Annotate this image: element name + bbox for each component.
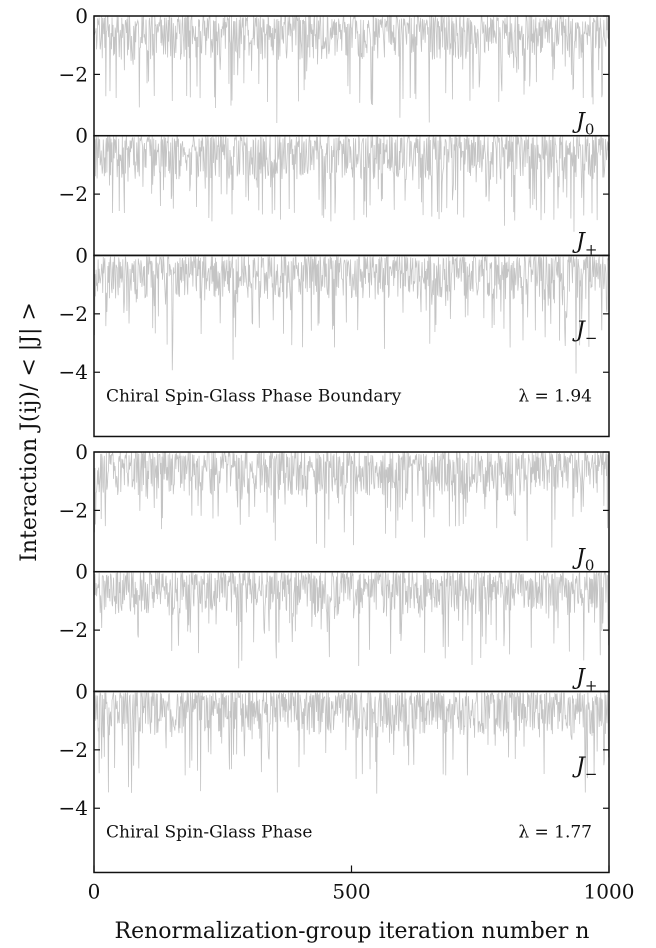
y-tick-label: 0 (75, 4, 88, 28)
y-tick-label: 0 (75, 679, 88, 703)
panel-1-2: 0−2−4J−Chiral Spin-Glass Phase λ = 1.77 (59, 679, 610, 874)
y-tick-label: −2 (59, 302, 88, 326)
series-label-J+: J+ (572, 229, 597, 258)
panel-frame (93, 254, 610, 438)
panel-0-1: 0 −2 J+ (59, 124, 610, 258)
panel-1-0: 0 −2 J0 (59, 440, 610, 575)
x-tick-label: 0 (88, 879, 101, 903)
lambda-label: λ = 1.77 (518, 822, 592, 842)
y-tick-label: 0 (75, 124, 88, 148)
series-line-J0 (93, 450, 610, 548)
x-axis-title: Renormalization-group iteration number n (115, 919, 590, 944)
series-label-J+: J+ (572, 665, 597, 694)
y-tick-label: −2 (59, 618, 88, 642)
y-tick-label: 0 (75, 440, 88, 464)
series-line-J− (93, 254, 610, 374)
y-tick-label: −2 (59, 738, 88, 762)
y-tick-label: −4 (59, 796, 88, 820)
group-title: Chiral Spin-Glass Phase (106, 822, 312, 842)
y-tick-label: 0 (75, 560, 88, 584)
plot-panels: 0 −2 J0 0 −2 J+ 0 −2 −4 J− Chiral Spin-Glass Phase… (59, 4, 610, 874)
series-line-J+ (93, 570, 610, 669)
y-tick-label: −2 (59, 62, 88, 86)
x-tick-label: 500 (332, 879, 370, 903)
x-tick-label: 1000 (584, 879, 635, 903)
series-label-J0: J0 (572, 546, 594, 575)
lambda-label: λ = 1.94 (518, 386, 592, 406)
series-label-J−: J− (572, 318, 597, 347)
y-tick-label: −2 (59, 182, 88, 206)
panel-0-2: 0 −2 −4 J− Chiral Spin-Glass Phase Boundary λ… (59, 243, 610, 438)
series-line-J+ (93, 134, 610, 232)
y-tick-label: −4 (59, 360, 88, 384)
x-axis: 0 500 1000 (88, 865, 635, 903)
series-line-J− (93, 689, 610, 794)
panel-0-0: 0 −2 J0 (59, 4, 610, 139)
group-title: Chiral Spin-Glass Phase Boundary (106, 386, 402, 406)
y-axis-title: Interaction J(ij)/ < |J| > (17, 302, 42, 562)
y-tick-label: 0 (75, 243, 88, 267)
series-line-J0 (93, 14, 610, 124)
series-label-J0: J0 (572, 110, 594, 139)
panel-1-1: 0 −2 J+ (59, 560, 610, 694)
y-tick-label: −2 (59, 498, 88, 522)
